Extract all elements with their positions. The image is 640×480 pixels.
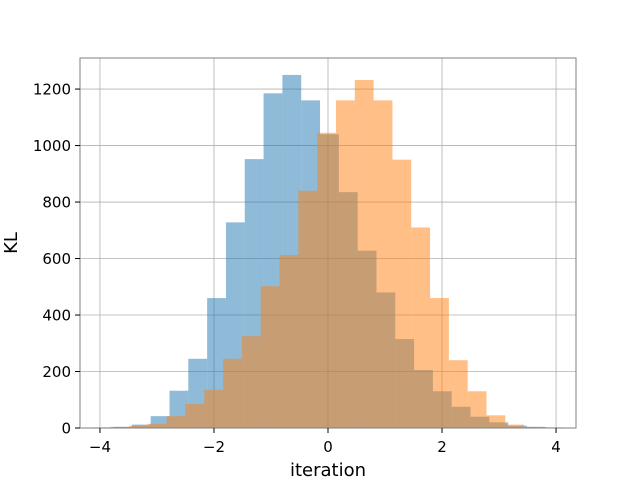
x-axis-title: iteration	[290, 460, 366, 480]
histogram-bar	[354, 80, 374, 429]
histogram-bar	[223, 358, 242, 428]
histogram-bar	[411, 227, 431, 428]
histogram-bar	[204, 389, 224, 428]
y-tick-label: 0	[61, 420, 71, 438]
histogram-bar	[335, 100, 355, 429]
y-tick-label: 600	[42, 250, 71, 268]
x-tick-label: 4	[551, 438, 561, 456]
x-tick-label: −4	[89, 438, 111, 456]
x-tick-label: 2	[437, 438, 447, 456]
histogram-bar	[147, 423, 167, 428]
histogram-bar	[260, 286, 280, 428]
histogram-bar	[241, 336, 261, 428]
histogram-bars	[91, 74, 565, 429]
histogram-bar	[467, 391, 487, 428]
histogram-bar	[430, 298, 449, 428]
histogram-bar	[298, 190, 318, 428]
histogram-bar	[392, 159, 412, 428]
histogram-bar	[505, 424, 525, 428]
histogram-bar	[486, 415, 506, 428]
histogram-series-2	[91, 80, 562, 429]
histogram-bar	[185, 403, 205, 428]
histogram-bar	[110, 426, 130, 428]
histogram-bar	[524, 426, 543, 428]
histogram-bar	[448, 360, 468, 428]
y-axis-ticks: 0 200 400 600 800 1000 1200	[33, 81, 80, 438]
y-tick-label: 800	[42, 194, 71, 212]
x-tick-label: −2	[203, 438, 225, 456]
histogram-bar	[317, 132, 336, 428]
y-tick-label: 400	[42, 307, 71, 325]
histogram-bar	[373, 100, 393, 429]
y-tick-label: 1000	[33, 137, 71, 155]
histogram-bar	[279, 255, 299, 428]
histogram-bar	[129, 425, 148, 428]
histogram-bar	[150, 416, 170, 428]
y-tick-label: 200	[42, 363, 71, 381]
histogram-bar	[166, 416, 186, 428]
x-tick-label: 0	[323, 438, 333, 456]
y-axis-title: KL	[1, 232, 22, 254]
x-axis-ticks: −4 −2 0 2 4	[89, 428, 561, 456]
y-tick-label: 1200	[33, 81, 71, 99]
